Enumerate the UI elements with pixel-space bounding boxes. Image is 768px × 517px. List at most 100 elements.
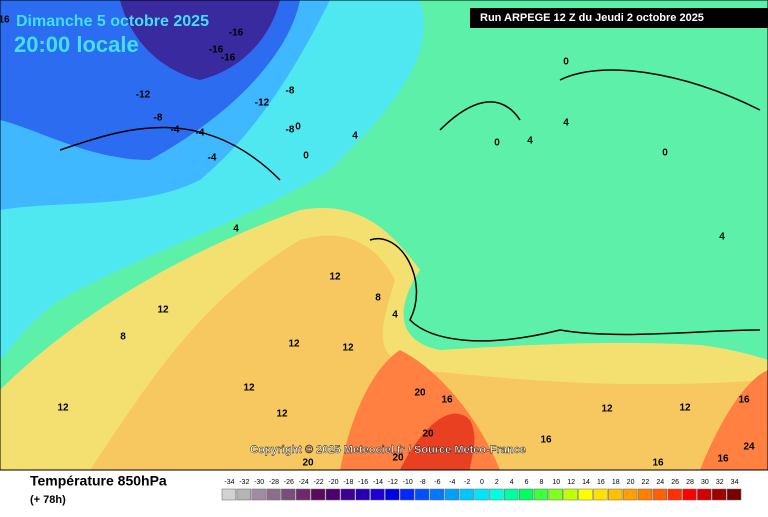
run-box [470, 8, 768, 28]
contour-label: 4 [352, 131, 358, 142]
contour-label: -16 [209, 45, 224, 56]
contour-label: 16 [717, 454, 729, 465]
contour-label: 20 [414, 388, 426, 399]
legend-swatch [340, 488, 355, 501]
legend-swatch [459, 488, 474, 501]
legend-swatch [385, 488, 400, 501]
contour-label: 0 [303, 151, 309, 162]
legend-label: -18 [343, 479, 353, 486]
legend-label: -12 [388, 479, 398, 486]
contour-label: 12 [329, 272, 341, 283]
contour-label: 16 [0, 15, 10, 26]
legend-swatch [504, 488, 519, 501]
legend-swatch [637, 488, 653, 501]
contour-label: 12 [342, 343, 354, 354]
legend-label: -8 [419, 479, 425, 486]
legend-swatch [355, 488, 370, 501]
contour-label: -16 [221, 53, 236, 64]
legend-swatch [414, 488, 430, 501]
legend-swatch [682, 488, 697, 501]
legend-swatch [444, 488, 459, 501]
coastline [59, 69, 761, 342]
footer-lead: (+ 78h) [30, 494, 66, 506]
footer-title: Température 850hPa [30, 473, 167, 489]
contour-label: 8 [120, 332, 126, 343]
legend-swatch [518, 488, 534, 501]
legend-label: 6 [525, 479, 529, 486]
contour-label: -8 [286, 86, 295, 97]
run-info: Run ARPEGE 12 Z du Jeudi 2 octobre 2025 [480, 12, 704, 24]
legend-label: 14 [582, 479, 590, 486]
legend-label: -2 [464, 479, 470, 486]
legend-label: 18 [612, 479, 620, 486]
legend-swatch [667, 488, 682, 501]
contour-label: 12 [157, 305, 169, 316]
contour-label: 20 [302, 458, 314, 469]
contour-label: -12 [136, 90, 151, 101]
contour-label: -4 [196, 128, 205, 139]
cold-core [120, 0, 280, 80]
legend-label: 34 [731, 479, 739, 486]
contour-label: 12 [601, 404, 613, 415]
legend-label: -26 [284, 479, 294, 486]
legend-swatch [221, 488, 237, 501]
contour-label: 12 [243, 383, 255, 394]
legend-swatch [281, 488, 296, 501]
legend-label: 26 [671, 479, 679, 486]
legend-swatch [622, 488, 638, 501]
contour-label: 4 [527, 136, 533, 147]
contour-label: 20 [422, 429, 434, 440]
legend-swatch [533, 488, 549, 501]
contour-label: 4 [233, 224, 239, 235]
legend-swatch [608, 488, 623, 501]
legend-label: 12 [567, 479, 575, 486]
legend-label: 4 [510, 479, 514, 486]
legend-label: -10 [403, 479, 413, 486]
legend-label: 30 [701, 479, 709, 486]
legend-label: -14 [373, 479, 383, 486]
legend-label: 22 [642, 479, 650, 486]
legend-swatch [429, 488, 445, 501]
legend-label: 16 [597, 479, 605, 486]
legend-swatch [712, 488, 727, 501]
legend-label: 20 [627, 479, 635, 486]
legend-label: -30 [254, 479, 264, 486]
legend-swatch [563, 488, 578, 501]
legend-swatch [548, 488, 563, 501]
legend-swatch [266, 488, 281, 501]
contour-label: 16 [738, 395, 750, 406]
contour-label: -4 [208, 153, 217, 164]
contour-label: -12 [255, 98, 270, 109]
legend-swatch [489, 488, 504, 501]
legend-label: 32 [716, 479, 724, 486]
legend-label: -24 [299, 479, 309, 486]
contour-label: 16 [441, 395, 453, 406]
contour-label: 16 [540, 435, 552, 446]
legend-label: -32 [239, 479, 249, 486]
legend-swatch [697, 488, 712, 501]
legend-swatch [296, 488, 311, 501]
contour-label: 4 [719, 232, 725, 243]
legend-swatch [578, 488, 593, 501]
contour-label: 12 [57, 403, 69, 414]
contour-label: 16 [652, 458, 664, 469]
legend-label: -22 [314, 479, 324, 486]
contour-label: 12 [679, 403, 691, 414]
legend-label: -4 [449, 479, 455, 486]
warm-zone [90, 235, 768, 470]
contour-label: -8 [286, 125, 295, 136]
legend-label: 8 [539, 479, 543, 486]
contour-label: 0 [563, 57, 569, 68]
legend-label: 24 [656, 479, 664, 486]
legend-label: 0 [480, 479, 484, 486]
legend-swatch [236, 488, 251, 501]
legend-label: 28 [686, 479, 694, 486]
contour-label: 4 [563, 118, 569, 129]
contour-label: 0 [494, 138, 500, 149]
hot-core [400, 413, 475, 470]
copyright: Copyright © 2025 Meteociel.fr / Source M… [250, 444, 526, 456]
legend-label: -20 [328, 479, 338, 486]
contour-label: 24 [743, 442, 755, 453]
contour-label: 0 [662, 148, 668, 159]
contour-label: -4 [171, 125, 180, 136]
